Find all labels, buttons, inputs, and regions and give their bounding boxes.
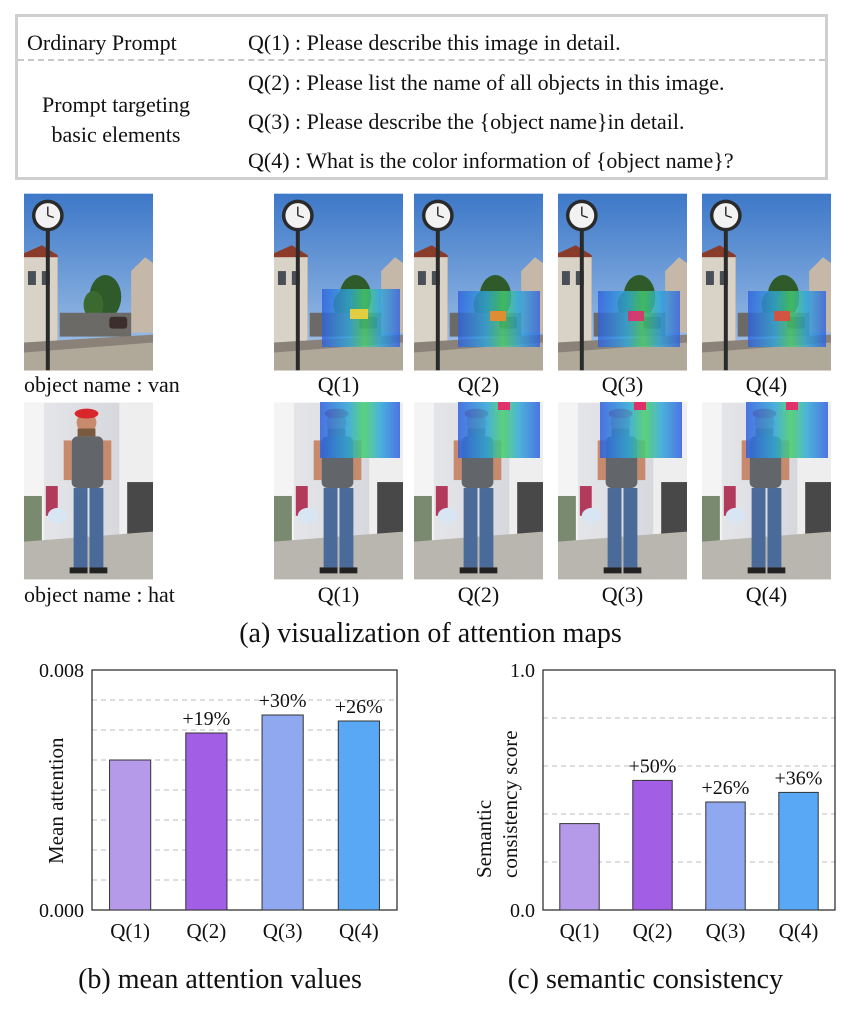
bar-data-label: +26%: [335, 696, 383, 718]
x-tick-label: Q(1): [110, 919, 150, 943]
row1-col-label-q2: Q(2): [457, 372, 500, 397]
chart-mean-attention: 0.000 0.008 Q(1) +19% Q(2) +30% Q(3) +26% Q(4): [39, 660, 398, 943]
attention-map-q4-row1: [702, 193, 831, 371]
row2-caption: object name : hat: [24, 582, 175, 607]
chart-c-ylabel-line1: Semantic: [472, 799, 496, 878]
bar-q4: [778, 791, 819, 911]
prompt-divider: [18, 59, 825, 61]
y-tick-label: 0.008: [39, 660, 84, 682]
bar-q3: [261, 714, 304, 911]
x-tick-label: Q(3): [263, 919, 303, 943]
x-tick-label: Q(4): [339, 919, 379, 943]
prompt-q2: Q(2) : Please list the name of all objec…: [248, 70, 725, 95]
chart-c-title: (c) semantic consistency: [507, 964, 784, 995]
bar-q4: [337, 720, 380, 911]
prompt-table: [15, 14, 828, 180]
bar-data-label: +26%: [702, 777, 750, 799]
chart-semantic-consistency: 0.0 1.0 Q(1) +50% Q(2) +26% Q(3) +36% Q(4): [510, 660, 836, 943]
original-image-street: [24, 193, 153, 371]
row1-col-label-q1: Q(1): [317, 372, 360, 397]
bar-data-label: +30%: [259, 690, 307, 712]
chart-frame: [542, 669, 836, 911]
attention-map-q1-row2: [274, 402, 403, 580]
y-tick-label: 0.000: [39, 900, 84, 922]
attention-map-q3-row2: [558, 402, 687, 580]
chart-b-ylabel: Mean attention: [44, 737, 68, 864]
y-tick-label: 0.0: [510, 900, 535, 922]
row1-col-label-q3: Q(3): [601, 372, 644, 397]
x-tick-label: Q(2): [633, 919, 673, 943]
x-tick-label: Q(4): [779, 919, 819, 943]
bar-q3: [705, 801, 746, 911]
prompt-q3: Q(3) : Please describe the {object name}…: [248, 109, 685, 134]
x-tick-label: Q(2): [187, 919, 227, 943]
targeted-prompt-label-line2: basic elements: [51, 122, 181, 147]
bar-q2: [632, 779, 673, 911]
attention-map-q1-row1: [274, 193, 403, 371]
attention-map-q3-row1: [558, 193, 687, 371]
chart-frame: [91, 669, 398, 911]
row2-col-label-q4: Q(4): [745, 582, 788, 607]
row1-col-label-q4: Q(4): [745, 372, 788, 397]
attention-map-q2-row2: [414, 402, 543, 580]
prompt-q4: Q(4) : What is the color information of …: [248, 148, 734, 173]
panel-a-title: (a) visualization of attention maps: [239, 618, 622, 649]
y-tick-label: 1.0: [510, 660, 535, 682]
bar-data-label: +19%: [182, 708, 230, 730]
bar-data-label: +36%: [775, 767, 823, 789]
attention-map-q2-row1: [414, 193, 543, 371]
bar-q1: [109, 759, 152, 911]
chart-c-ylabel-line2: consistency score: [498, 730, 522, 878]
row1-caption: object name : van: [24, 372, 180, 397]
original-image-person: [24, 402, 153, 580]
attention-map-q4-row2: [702, 402, 831, 580]
row2-col-label-q3: Q(3): [601, 582, 644, 607]
x-tick-label: Q(3): [706, 919, 746, 943]
ordinary-prompt-label: Ordinary Prompt: [27, 30, 177, 55]
bar-data-label: +50%: [629, 755, 677, 777]
bar-q2: [185, 732, 228, 911]
row2-col-label-q1: Q(1): [317, 582, 360, 607]
targeted-prompt-label-line1: Prompt targeting: [41, 92, 191, 117]
x-tick-label: Q(1): [560, 919, 600, 943]
row2-col-label-q2: Q(2): [457, 582, 500, 607]
prompt-q1: Q(1) : Please describe this image in det…: [248, 30, 621, 55]
chart-b-title: (b) mean attention values: [78, 964, 362, 995]
bar-q1: [559, 823, 600, 911]
